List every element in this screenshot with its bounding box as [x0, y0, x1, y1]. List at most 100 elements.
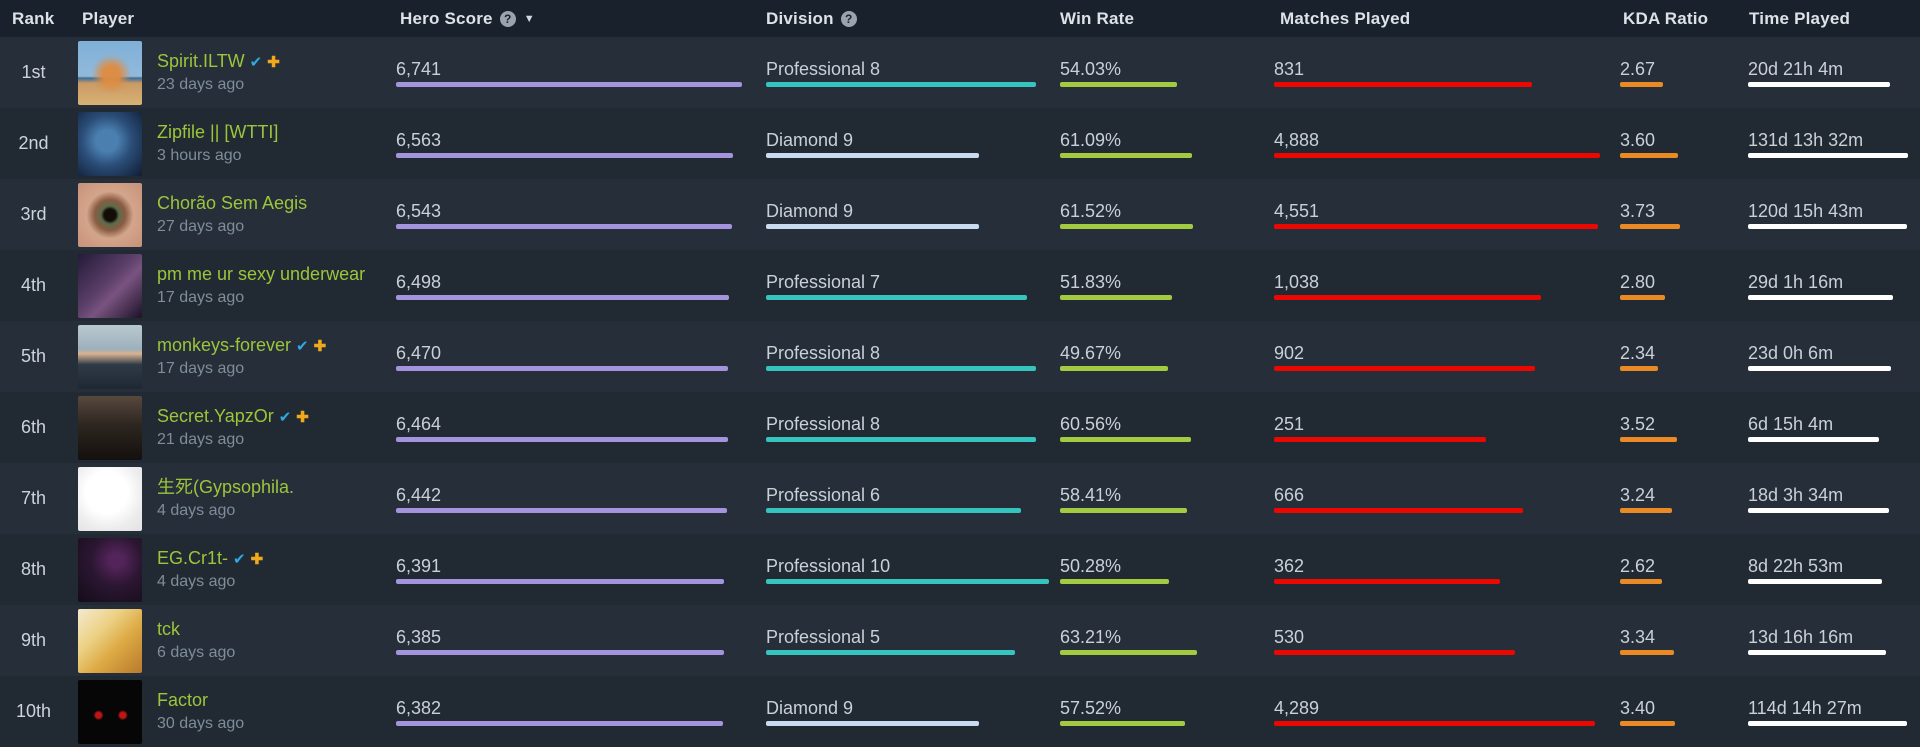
column-header-label: Rank	[12, 8, 55, 28]
player-name-link[interactable]: Chorão Sem Aegis	[157, 193, 308, 214]
cell-player: EG.Cr1t- ✔ ✚ 4 days ago	[67, 534, 396, 605]
help-icon[interactable]: ?	[499, 10, 516, 27]
matches-played-bar	[1274, 294, 1541, 300]
division-bar	[766, 223, 979, 229]
cell-hero-score: 6,543	[396, 179, 766, 250]
column-header-win-rate[interactable]: Win Rate	[1060, 0, 1274, 37]
cell-division: Professional 7	[766, 250, 1060, 321]
hero-score-bar	[396, 365, 728, 371]
player-name-line: Zipfile || [WTTI]	[157, 122, 278, 144]
player-name-link[interactable]: tck	[157, 619, 181, 640]
column-header-time-played[interactable]: Time Played	[1748, 0, 1920, 37]
division-value: Professional 10	[766, 555, 891, 576]
division-value: Diamond 9	[766, 129, 854, 150]
cell-kda-ratio: 2.80	[1620, 250, 1748, 321]
cell-win-rate: 51.83%	[1060, 250, 1274, 321]
cell-division: Professional 8	[766, 321, 1060, 392]
player-info: tck 6 days ago	[157, 619, 235, 662]
table-row: 2nd Zipfile || [WTTI] 3 hours ago 6,563 Diam…	[0, 108, 1920, 179]
column-header-kda-ratio[interactable]: KDA Ratio	[1620, 0, 1748, 37]
plus-icon: ✚	[250, 551, 264, 569]
win-rate-bar	[1060, 507, 1187, 513]
time-played-value: 18d 3h 34m	[1748, 484, 1844, 505]
cell-rank: 6th	[0, 392, 67, 463]
cell-matches-played: 362	[1274, 534, 1620, 605]
player-name-line: Factor	[157, 690, 244, 712]
time-played-value: 131d 13h 32m	[1748, 129, 1864, 150]
win-rate-value: 61.52%	[1060, 200, 1122, 221]
player-name-link[interactable]: 生死(Gypsophila.	[157, 477, 295, 498]
hero-score-bar	[396, 294, 729, 300]
player-avatar[interactable]	[78, 679, 142, 744]
player-name-link[interactable]: monkeys-forever	[157, 335, 292, 356]
cell-time-played: 29d 1h 16m	[1748, 250, 1920, 321]
column-header-label: Matches Played	[1280, 8, 1411, 28]
table-row: 1st Spirit.ILTW ✔ ✚ 23 days ago 6,741 Professi…	[0, 37, 1920, 108]
cell-matches-played: 831	[1274, 37, 1620, 108]
cell-hero-score: 6,563	[396, 108, 766, 179]
sort-desc-icon[interactable]: ▼	[523, 12, 535, 25]
column-header-matches-played[interactable]: Matches Played	[1274, 0, 1620, 37]
cell-rank: 5th	[0, 321, 67, 392]
matches-played-value: 251	[1274, 413, 1305, 434]
player-avatar[interactable]	[78, 253, 142, 318]
cell-hero-score: 6,470	[396, 321, 766, 392]
kda-ratio-bar	[1620, 81, 1663, 87]
hero-score-value: 6,543	[396, 200, 442, 221]
division-bar	[766, 152, 979, 158]
rank-label: 8th	[20, 559, 47, 579]
cell-rank: 7th	[0, 463, 67, 534]
matches-played-bar	[1274, 436, 1486, 442]
help-icon[interactable]: ?	[840, 10, 857, 27]
time-played-bar	[1748, 294, 1893, 300]
player-avatar[interactable]	[78, 182, 142, 247]
column-header-label: Time Played	[1749, 8, 1851, 28]
division-bar	[766, 81, 1036, 87]
cell-time-played: 131d 13h 32m	[1748, 108, 1920, 179]
column-header-label: KDA Ratio	[1623, 8, 1709, 28]
player-name-link[interactable]: Zipfile || [WTTI]	[157, 122, 279, 143]
player-avatar[interactable]	[78, 111, 142, 176]
matches-played-value: 4,551	[1274, 200, 1320, 221]
matches-played-value: 4,888	[1274, 129, 1320, 150]
matches-played-value: 831	[1274, 58, 1305, 79]
kda-ratio-value: 3.73	[1620, 200, 1656, 221]
player-name-link[interactable]: pm me ur sexy underwear	[157, 264, 366, 285]
division-value: Professional 8	[766, 58, 881, 79]
time-played-value: 6d 15h 4m	[1748, 413, 1834, 434]
cell-division: Diamond 9	[766, 179, 1060, 250]
player-avatar[interactable]	[78, 537, 142, 602]
cell-win-rate: 49.67%	[1060, 321, 1274, 392]
rank-label: 5th	[20, 346, 47, 366]
hero-score-value: 6,464	[396, 413, 442, 434]
time-played-value: 120d 15h 43m	[1748, 200, 1864, 221]
player-name-link[interactable]: EG.Cr1t-	[157, 548, 229, 569]
win-rate-bar	[1060, 81, 1177, 87]
column-header-hero-score[interactable]: Hero Score ? ▼	[396, 0, 766, 37]
player-avatar[interactable]	[78, 395, 142, 460]
player-avatar[interactable]	[78, 608, 142, 673]
player-avatar[interactable]	[78, 40, 142, 105]
matches-played-value: 1,038	[1274, 271, 1320, 292]
player-avatar[interactable]	[78, 324, 142, 389]
player-name-link[interactable]: Factor	[157, 690, 209, 711]
verified-icon: ✔	[296, 338, 309, 356]
cell-win-rate: 58.41%	[1060, 463, 1274, 534]
rank-label: 6th	[20, 417, 47, 437]
column-header-player[interactable]: Player	[67, 0, 396, 37]
last-match-time: 4 days ago	[157, 572, 236, 590]
division-value: Professional 8	[766, 413, 881, 434]
player-name-link[interactable]: Spirit.ILTW	[157, 51, 245, 72]
cell-division: Professional 6	[766, 463, 1060, 534]
verified-icon: ✔	[278, 409, 292, 427]
column-header-rank[interactable]: Rank	[0, 0, 67, 37]
kda-ratio-bar	[1620, 720, 1675, 726]
column-header-division[interactable]: Division ?	[766, 0, 1060, 37]
hero-score-value: 6,442	[396, 484, 442, 505]
player-avatar[interactable]	[78, 466, 142, 531]
player-name-link[interactable]: Secret.YapzOr	[157, 406, 274, 427]
cell-time-played: 8d 22h 53m	[1748, 534, 1920, 605]
hero-score-value: 6,470	[396, 342, 442, 363]
cell-time-played: 18d 3h 34m	[1748, 463, 1920, 534]
time-played-bar	[1748, 436, 1879, 442]
